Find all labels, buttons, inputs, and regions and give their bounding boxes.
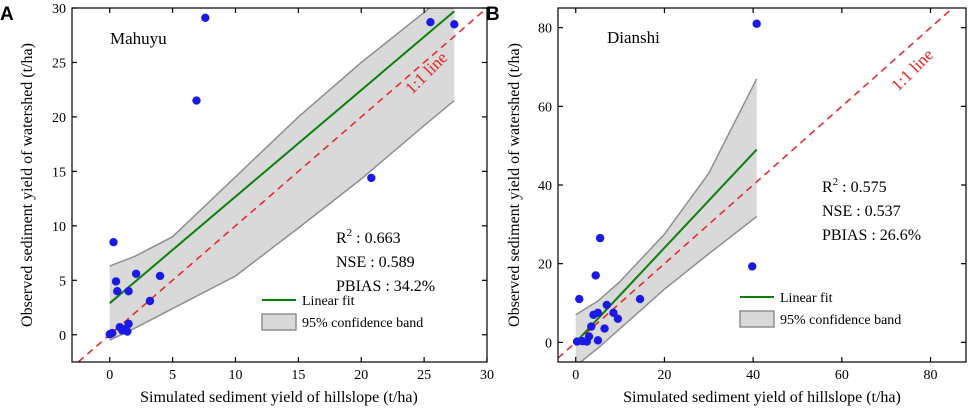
panel-b-y-tick-label: 60 [538,100,552,115]
panel-b-r2-label: R [822,179,833,196]
panel-a-data-point [109,237,118,247]
panel-a-y-tick-label: 20 [52,111,66,126]
panel-a-data-point [450,20,459,29]
panel-a-data-point [131,269,141,278]
panel-b-x-tick-label: 0 [572,368,579,383]
panel-b-confidence-band [575,78,757,362]
panel-a-linear-fit-line [109,10,455,304]
panel-a-data-point [367,173,376,183]
panel-a: A Observed sediment yield of watershed (… [0,2,494,406]
panel-b-data-point [613,314,623,323]
panel-a-plot-area [77,8,487,362]
panel-a-data-point [426,17,435,27]
panel-b: B Observed sediment yield of watershed (… [486,4,967,406]
panel-b-band-upper-edge [575,78,758,316]
panel-a-letter: A [0,4,14,25]
panel-a-r2-value: : 0.663 [352,230,400,247]
panel-b-data-point [602,300,611,310]
panel-a-band-upper-edge [109,8,431,267]
panel-b-linear-fit-line [575,148,758,344]
panel-b-data-point [575,294,584,304]
panel-b-x-tick-label: 80 [924,368,938,383]
panel-a-pbias: PBIAS : 34.2% [336,278,435,295]
panel-a-x-tick-label: 10 [228,368,242,383]
panel-b-one-to-one-label: 1:1 line [887,45,937,95]
panel-b-r2-sup: 2 [833,176,839,188]
panel-b-pbias: PBIAS : 26.6% [822,227,921,244]
panel-a-band-lower-edge [109,100,455,341]
panel-b-letter: B [486,4,500,25]
panel-b-legend-band-swatch [739,310,775,328]
panel-b-legend: Linear fit 95% confidence band [739,291,901,328]
panel-b-x-tick-label: 20 [657,368,671,383]
panel-a-y-tick-label: 5 [59,274,66,289]
panel-a-data-point [192,96,201,105]
panel-a-y-tick-label: 15 [52,165,66,180]
panel-b-y-tick-label: 0 [545,336,552,351]
panel-a-nse: NSE : 0.589 [336,254,415,271]
panel-b-y-tick-label: 80 [538,22,552,37]
panel-b-y-axis-title: Observed sediment yield of watershed (t/… [506,43,523,327]
panel-b-data-point [752,19,761,28]
panel-a-r2-sup: 2 [347,227,353,239]
panel-a-data-point [201,13,210,23]
panel-a-confidence-band [109,8,455,341]
panel-b-nse: NSE : 0.537 [822,203,901,220]
panel-b-r2-value: : 0.575 [838,179,886,196]
panel-a-legend-band-label: 95% confidence band [302,316,423,331]
panel-a-y-tick-label: 30 [52,2,66,17]
panel-a-legend-fit-label: Linear fit [302,294,355,309]
panel-a-r2: R2 : 0.663 [336,227,401,247]
panel-a-data-point [111,277,121,286]
panel-b-x-tick-label: 40 [746,368,760,383]
panel-a-data-point [145,296,155,306]
panel-a-data-point [108,328,117,338]
panel-b-data-point [600,324,609,333]
panel-a-legend: Linear fit 95% confidence band [261,294,423,331]
panel-b-x-tick-label: 60 [835,368,849,383]
panel-a-x-tick-label: 30 [480,368,494,383]
panel-b-data-point [593,336,603,345]
panel-b-plot-area [558,8,954,362]
panel-b-data-point [595,233,605,243]
panel-b-legend-fit-label: Linear fit [780,291,833,306]
panel-b-data-point [587,322,596,331]
panel-a-y-tick-label: 25 [52,56,66,71]
panel-b-data-point [609,308,618,318]
panel-a-y-axis-title: Observed sediment yield of watershed (t/… [19,43,36,327]
panel-a-data-point [124,287,133,296]
panel-a-r2-label: R [336,230,347,247]
panel-b-one-to-one-line [558,8,954,359]
panel-a-data-point [155,271,165,281]
panel-b-r2: R2 : 0.575 [822,176,887,196]
panel-a-y-tick-label: 0 [59,329,66,344]
panel-b-y-tick-label: 20 [538,258,552,273]
panel-a-x-tick-label: 0 [106,368,113,383]
panel-b-data-point [593,308,603,318]
panel-a-x-tick-label: 15 [291,368,305,383]
panel-a-data-point [113,287,122,296]
panel-a-x-axis-title: Simulated sediment yield of hillslope (t… [140,389,418,406]
panel-b-data-point [635,294,645,304]
panel-b-x-axis-title: Simulated sediment yield of hillslope (t… [623,389,901,406]
panel-b-data-point [591,271,600,280]
panel-a-plot-frame [71,7,488,363]
panel-a-data-point [123,327,132,336]
panel-b-site-name: Dianshi [607,28,660,47]
panel-b-band-lower-edge [579,215,758,362]
panel-b-data-point [584,332,594,341]
panel-a-x-tick-label: 25 [417,368,431,383]
panel-b-y-tick-label: 40 [538,179,552,194]
panel-a-site-name: Mahuyu [110,29,167,48]
panel-a-data-point [124,319,133,329]
panel-a-x-tick-label: 5 [169,368,176,383]
panel-a-legend-band-swatch [261,313,297,331]
panel-b-legend-band-label: 95% confidence band [780,313,901,328]
panel-a-y-tick-label: 10 [52,220,66,235]
panel-b-data-point [748,262,757,271]
panel-a-x-tick-label: 20 [354,368,368,383]
